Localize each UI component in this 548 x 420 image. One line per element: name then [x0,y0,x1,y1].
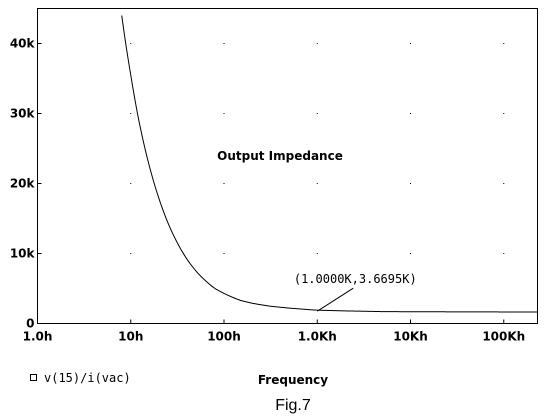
series-line [121,15,538,313]
x-axis-label: Frequency [258,373,328,387]
chart-title: Output Impedance [217,149,343,163]
grid-dot [130,43,132,44]
figure-caption: Fig.7 [275,397,311,414]
grid-dot [503,253,505,254]
y-tick-label: 0 [26,317,34,331]
grid-dot [130,183,132,184]
plot-frame [37,8,538,324]
grid-dots [130,43,505,254]
grid-dot [316,253,318,254]
grid-dot [223,113,225,114]
grid-dot [223,253,225,254]
grid-dot [410,183,412,184]
x-axis-ticks: 1.0h 10h 100h 1.0Kh 10Kh 100Kh [23,319,525,344]
grid-dot [316,113,318,114]
x-tick-label: 1.0Kh [298,330,337,344]
annotation-leader [316,287,354,312]
legend-label: v(15)/i(vac) [44,371,131,385]
grid-dot [316,43,318,44]
legend-marker [30,374,37,381]
grid-dot [503,183,505,184]
y-tick-label: 10k [10,247,36,261]
grid-dot [316,183,318,184]
y-tick-label: 30k [10,107,36,121]
grid-dot [130,113,132,114]
grid-dot [130,253,132,254]
grid-dot [223,43,225,44]
y-tick-label: 40k [10,37,36,51]
grid-dot [410,253,412,254]
grid-dot [410,113,412,114]
grid-dot [410,43,412,44]
y-tick-label: 20k [10,177,36,191]
x-tick-label: 100Kh [482,330,525,344]
annotation-label: (1.0000K,3.6695K) [294,272,417,286]
grid-dot [503,113,505,114]
grid-dot [503,43,505,44]
series-group [121,15,538,313]
grid-dot [223,183,225,184]
x-tick-label: 10h [118,330,143,344]
x-tick-label: 1.0h [23,330,53,344]
x-tick-label: 100h [207,330,241,344]
x-tick-label: 10Kh [393,330,428,344]
y-axis-ticks: 0 10k 20k 30k 40k [10,37,42,331]
annotation-group: (1.0000K,3.6695K) [294,272,417,312]
